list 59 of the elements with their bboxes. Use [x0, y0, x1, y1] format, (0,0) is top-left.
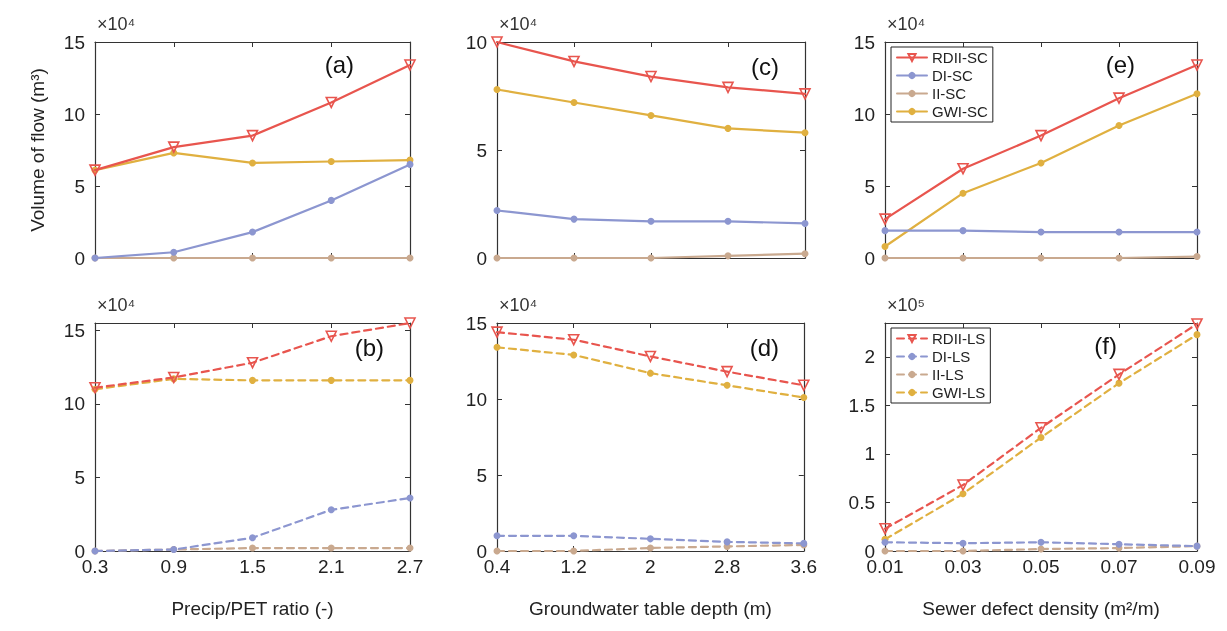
y-tick-label: 15 [63, 31, 85, 53]
text: ×10⁴ [499, 14, 538, 34]
legend-label: DI-LS [932, 348, 971, 365]
x-tick-label: 0.03 [944, 556, 982, 577]
y-tick-label: 5 [476, 139, 487, 161]
x-tick-label: 0.9 [160, 556, 187, 577]
x-tick-label: 0.07 [1100, 556, 1138, 577]
x-tick-label: 0.09 [1178, 556, 1216, 577]
x-axis-title: Sewer defect density (m²/m) [922, 598, 1160, 619]
y-tick-label: 0 [864, 247, 875, 269]
y-tick-label: 5 [476, 464, 487, 486]
annotation: (c) [751, 52, 779, 80]
legend-label: II-LS [932, 366, 964, 383]
y-tick-label: 10 [465, 31, 487, 53]
text: ×10⁵ [887, 295, 925, 315]
x-tick-label: 2.7 [396, 556, 424, 577]
y-tick-label: 10 [853, 103, 875, 125]
text: ×10⁴ [499, 295, 538, 315]
x-tick-label: 0.05 [1022, 556, 1060, 577]
legend-label: GWI-SC [932, 103, 988, 120]
legend-label: GWI-LS [932, 384, 986, 401]
x-tick-label: 1.5 [239, 556, 266, 577]
text: ×10⁴ [887, 14, 926, 34]
x-axis-title: Groundwater table depth (m) [528, 598, 772, 619]
x-tick-label: 2 [645, 556, 656, 577]
legend-label: RDII-LS [932, 330, 986, 347]
x-tick-label: 3.6 [790, 556, 817, 577]
y-tick-label: 5 [74, 466, 85, 488]
annotation: (b) [354, 333, 385, 361]
x-tick-label: 2.1 [318, 556, 345, 577]
annotation: (d) [749, 333, 780, 361]
y-tick-label: 0 [476, 540, 487, 562]
text: ×10⁴ [97, 295, 136, 315]
y-tick-label: 0 [74, 247, 85, 269]
y-tick-label: 2 [864, 346, 875, 368]
annotation: (e) [1105, 50, 1136, 78]
y-tick-label: 5 [864, 175, 875, 197]
y-tick-label: 15 [853, 31, 875, 53]
y-tick-label: 15 [63, 319, 85, 341]
legend-label: II-SC [932, 85, 967, 102]
x-axis-title: Precip/PET ratio (-) [171, 598, 334, 619]
annotation: (f) [1094, 331, 1117, 359]
y-tick-label: 1 [864, 443, 875, 465]
y-tick-label: 0 [476, 247, 487, 269]
y-tick-label: 1.5 [848, 394, 875, 416]
legend-label: DI-SC [932, 67, 973, 84]
text: ×10⁴ [97, 14, 136, 34]
y-tick-label: 0 [74, 540, 85, 562]
legend-label: RDII-SC [932, 49, 988, 66]
y-tick-label: 5 [74, 175, 85, 197]
x-tick-label: 1.2 [560, 556, 587, 577]
y-tick-label: 0.5 [848, 491, 875, 513]
y-tick-label: 10 [63, 103, 85, 125]
annotation: (a) [324, 50, 355, 78]
x-tick-label: 2.8 [713, 556, 741, 577]
y-tick-label: 15 [465, 312, 487, 334]
y-axis-title: Volume of flow (m³) [27, 68, 48, 232]
y-tick-label: 10 [465, 388, 487, 410]
y-tick-label: 10 [63, 393, 85, 415]
